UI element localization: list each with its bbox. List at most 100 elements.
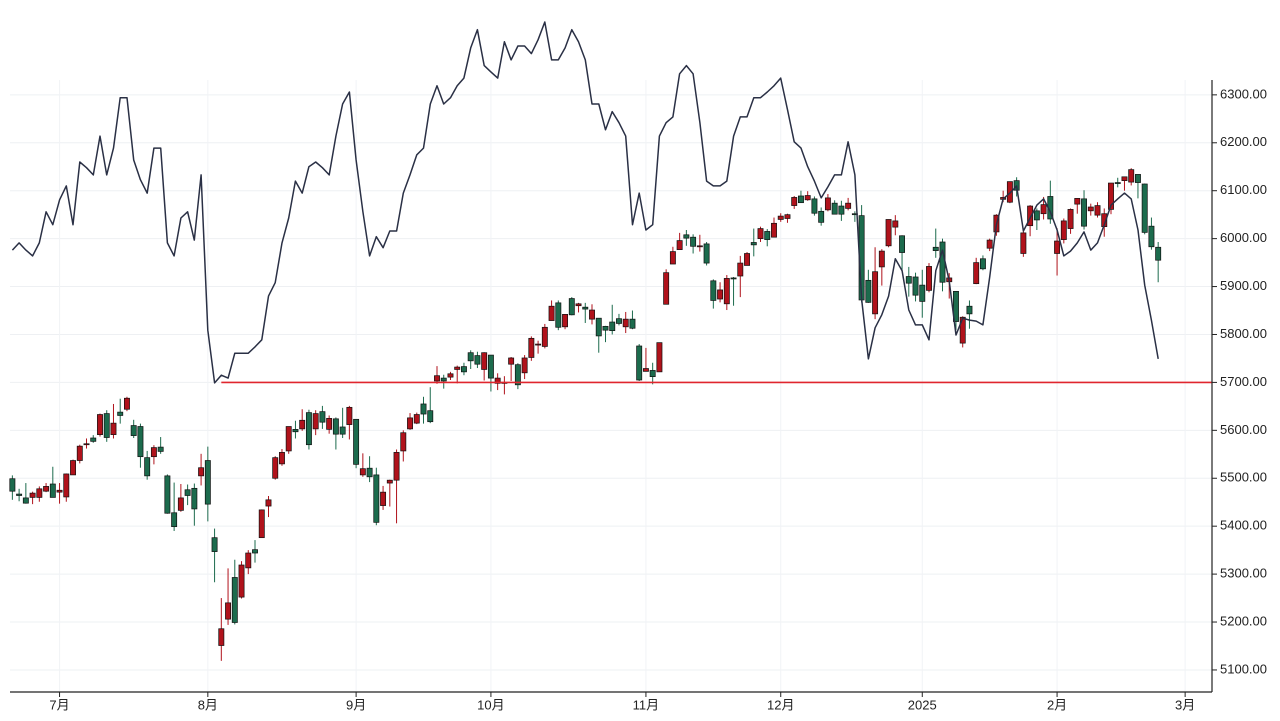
candle-body bbox=[959, 316, 966, 344]
candle-body bbox=[413, 414, 420, 424]
candle-body bbox=[750, 242, 757, 246]
candle-body bbox=[629, 318, 636, 329]
candle-body bbox=[717, 289, 724, 300]
candle-body bbox=[1087, 206, 1094, 212]
candle-body bbox=[676, 240, 683, 251]
candle-body bbox=[326, 417, 333, 430]
x-tick-label: 7月 bbox=[49, 697, 69, 712]
candle-body bbox=[123, 397, 130, 410]
candle-body bbox=[973, 262, 980, 285]
candle-body bbox=[177, 497, 184, 511]
candle-body bbox=[589, 309, 595, 320]
candle-body bbox=[642, 368, 649, 372]
candle-body bbox=[932, 246, 939, 251]
candle-body bbox=[555, 302, 562, 328]
candle-body bbox=[582, 306, 589, 310]
candle-body bbox=[9, 478, 16, 492]
candle-body bbox=[568, 298, 575, 316]
candle-body bbox=[737, 262, 744, 277]
candle-body bbox=[407, 417, 413, 430]
candle-body bbox=[258, 509, 265, 539]
candle-body bbox=[440, 377, 447, 382]
y-tick-label: 5300.00 bbox=[1220, 566, 1267, 581]
candle-body bbox=[696, 245, 703, 248]
marks-layer bbox=[9, 21, 1212, 661]
candle-body bbox=[784, 214, 791, 219]
candle-body bbox=[22, 497, 29, 504]
x-tick-label: 10月 bbox=[477, 697, 504, 712]
candle-body bbox=[130, 425, 137, 436]
y-tick-label: 5100.00 bbox=[1220, 661, 1267, 676]
candle-body bbox=[1148, 225, 1155, 248]
candle-body bbox=[986, 239, 993, 249]
candle-body bbox=[899, 235, 906, 253]
candle-body bbox=[204, 460, 211, 505]
candle-body bbox=[1141, 183, 1148, 233]
candle-body bbox=[535, 343, 542, 346]
candle-body bbox=[265, 499, 272, 507]
candle-body bbox=[1067, 209, 1074, 229]
y-tick-label: 5800.00 bbox=[1220, 326, 1267, 341]
candle-body bbox=[373, 474, 380, 523]
candle-body bbox=[979, 258, 986, 270]
candle-body bbox=[865, 279, 872, 303]
candle-body bbox=[1128, 169, 1135, 183]
candle-body bbox=[467, 352, 474, 362]
candle-body bbox=[110, 422, 117, 435]
candle-body bbox=[683, 234, 690, 239]
candle-body bbox=[791, 197, 798, 206]
candle-body bbox=[669, 251, 676, 265]
candle-body bbox=[319, 411, 326, 423]
candle-body bbox=[366, 467, 373, 478]
candle-body bbox=[541, 326, 548, 347]
y-tick-label: 5600.00 bbox=[1220, 422, 1267, 437]
candle-body bbox=[292, 429, 299, 433]
candle-body bbox=[70, 460, 76, 476]
y-tick-label: 5200.00 bbox=[1220, 613, 1267, 628]
candle-body bbox=[474, 355, 481, 365]
candle-body bbox=[238, 564, 245, 598]
candle-body bbox=[939, 241, 946, 283]
candle-body bbox=[434, 375, 440, 382]
candle-body bbox=[1033, 210, 1040, 221]
candle-body bbox=[1081, 198, 1087, 227]
candle-body bbox=[744, 253, 750, 266]
candle-body bbox=[872, 271, 879, 315]
candle-body bbox=[16, 493, 23, 496]
candle-body bbox=[1121, 176, 1128, 181]
y-tick-label: 6300.00 bbox=[1220, 86, 1267, 101]
candle-body bbox=[602, 325, 609, 331]
candle-body bbox=[332, 418, 339, 435]
candle-body bbox=[36, 488, 43, 498]
candle-body bbox=[76, 445, 83, 461]
y-tick-label: 6200.00 bbox=[1220, 134, 1267, 149]
candle-body bbox=[845, 202, 852, 209]
y-tick-label: 5500.00 bbox=[1220, 470, 1267, 485]
candle-body bbox=[494, 377, 501, 384]
candle-body bbox=[211, 537, 218, 552]
candle-body bbox=[272, 457, 279, 479]
candle-body bbox=[831, 202, 838, 215]
candle-body bbox=[191, 487, 198, 510]
candle-body bbox=[771, 222, 777, 238]
candle-body bbox=[279, 452, 285, 465]
candle-body bbox=[797, 195, 804, 204]
candle-body bbox=[198, 467, 205, 477]
candle-body bbox=[616, 318, 622, 324]
candle-body bbox=[487, 354, 494, 379]
candle-body bbox=[703, 243, 710, 264]
candle-body bbox=[49, 483, 56, 498]
x-tick-label: 12月 bbox=[767, 697, 794, 712]
candle-body bbox=[838, 205, 845, 215]
candle-body bbox=[117, 411, 124, 416]
candle-body bbox=[157, 446, 164, 452]
candle-body bbox=[63, 473, 70, 498]
candle-body bbox=[885, 219, 892, 247]
candle-body bbox=[919, 284, 926, 302]
candle-body bbox=[636, 345, 643, 381]
y-tick-label: 6000.00 bbox=[1220, 230, 1267, 245]
candle-body bbox=[43, 486, 50, 492]
candle-body bbox=[481, 352, 488, 370]
